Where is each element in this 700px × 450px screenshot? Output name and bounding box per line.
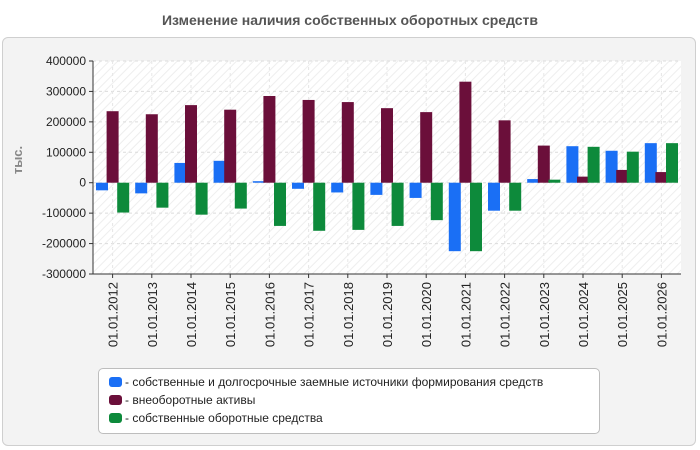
legend-item: - собственные оборотные средства	[109, 409, 589, 427]
y-tick-label: 200000	[46, 115, 86, 129]
y-tick-label: 100000	[46, 145, 86, 159]
y-axis-label: тыс.	[10, 146, 25, 174]
bar-series-2	[459, 81, 472, 183]
bar-series-1	[292, 182, 304, 189]
x-tick-label: 01.01.2023	[537, 282, 552, 347]
bar-series-1	[448, 182, 461, 252]
bar-series-3	[587, 146, 600, 183]
bar-series-1	[566, 146, 579, 183]
bar-series-3	[548, 179, 561, 183]
x-tick-label: 01.01.2018	[341, 282, 356, 347]
bar-series-3	[352, 182, 365, 230]
bar-series-2	[537, 145, 550, 183]
bar-series-1	[409, 182, 422, 198]
bar-series-3	[470, 182, 482, 252]
chart-title: Изменение наличия собственных оборотных …	[161, 12, 539, 28]
bar-series-1	[605, 150, 618, 183]
legend-swatch	[109, 395, 122, 405]
bar-series-3	[626, 151, 639, 183]
bar-series-1	[96, 182, 108, 191]
bar-series-3	[391, 182, 404, 226]
y-tick-label: -300000	[42, 267, 86, 281]
legend-item: - внеоборотные активы	[109, 391, 589, 409]
legend-item: - собственные и долгосрочные заемные ист…	[109, 373, 589, 391]
bar-series-2	[577, 176, 589, 183]
x-tick-label: 01.01.2017	[302, 282, 317, 347]
bar-series-3	[274, 182, 286, 226]
x-tick-label: 01.01.2021	[458, 282, 473, 347]
y-tick-label: -100000	[42, 206, 86, 220]
bar-series-3	[430, 182, 443, 221]
bar-series-3	[666, 143, 678, 183]
bar-series-1	[527, 179, 540, 183]
x-tick-label: 01.01.2019	[380, 282, 395, 347]
x-tick-label: 01.01.2013	[145, 282, 160, 347]
bar-series-2	[106, 111, 119, 183]
bar-series-2	[498, 120, 511, 183]
bar-series-2	[655, 172, 668, 183]
x-tick-label: 01.01.2022	[498, 282, 513, 347]
x-tick-label: 01.01.2020	[419, 282, 434, 347]
x-tick-label: 01.01.2012	[106, 282, 121, 347]
bar-series-2	[616, 169, 629, 183]
y-tick-label: 400000	[46, 54, 86, 68]
bar-series-1	[644, 143, 657, 183]
bar-series-3	[313, 182, 326, 231]
bar-series-3	[509, 182, 522, 211]
bar-series-1	[174, 162, 187, 183]
legend-swatch	[109, 413, 122, 423]
x-tick-label: 01.01.2014	[184, 282, 199, 347]
x-tick-label: 01.01.2015	[223, 282, 238, 347]
bar-series-1	[331, 182, 344, 193]
bar-series-3	[195, 182, 208, 215]
bar-series-1	[252, 181, 265, 183]
bar-series-3	[156, 182, 169, 208]
bar-series-1	[213, 160, 226, 183]
bar-series-3	[234, 182, 247, 209]
bar-series-1	[370, 182, 383, 195]
x-tick-label: 01.01.2026	[654, 282, 669, 347]
legend: - собственные и долгосрочные заемные ист…	[98, 368, 600, 434]
bar-series-1	[488, 182, 500, 211]
bar-series-2	[224, 109, 237, 183]
bar-series-2	[185, 105, 197, 183]
bar-series-2	[341, 102, 354, 183]
x-tick-label: 01.01.2024	[576, 282, 591, 347]
bar-series-2	[145, 114, 158, 183]
y-tick-label: 300000	[46, 84, 86, 98]
bar-series-2	[302, 99, 315, 183]
bar-series-2	[420, 112, 433, 183]
y-tick-label: -200000	[42, 237, 86, 251]
bar-series-3	[117, 182, 130, 213]
legend-label: - собственные и долгосрочные заемные ист…	[125, 375, 544, 389]
bar-series-1	[135, 182, 148, 194]
x-tick-label: 01.01.2016	[262, 282, 277, 347]
legend-swatch	[109, 377, 122, 387]
x-tick-label: 01.01.2025	[615, 282, 630, 347]
bar-series-2	[381, 108, 393, 183]
legend-label: - внеоборотные активы	[125, 393, 256, 407]
bar-series-2	[263, 95, 276, 183]
y-tick-label: 0	[79, 176, 86, 190]
legend-label: - собственные оборотные средства	[125, 411, 323, 425]
